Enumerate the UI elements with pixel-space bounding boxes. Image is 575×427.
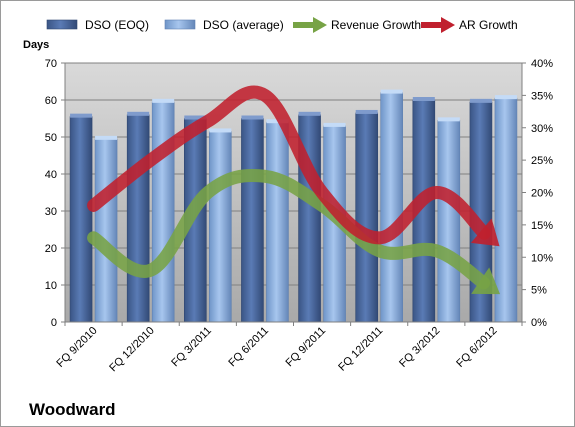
left-axis-title: Days <box>23 39 49 51</box>
bar-dso-average <box>94 138 118 323</box>
right-tick-label: 5% <box>531 285 547 297</box>
growth-lines <box>87 85 501 295</box>
x-tick-label: FQ 6/2011 <box>226 325 271 370</box>
bar-top-cap <box>70 113 93 118</box>
right-tick-label: 30% <box>531 123 553 135</box>
left-tick-label: 0 <box>51 317 57 329</box>
legend-label: DSO (EOQ) <box>85 18 149 32</box>
x-tick-label: FQ 3/2011 <box>169 325 214 370</box>
x-tick-label: FQ 12/2011 <box>336 325 385 374</box>
left-tick-label: 10 <box>45 280 57 292</box>
bar-top-cap <box>494 95 517 100</box>
bar-dso-eoq <box>69 116 93 323</box>
bar-dso-average <box>209 131 232 323</box>
legend: DSO (EOQ) DSO (average) Revenue Growth AR G… <box>46 17 518 33</box>
x-axis-ticks: FQ 9/2010 FQ 12/2010 FQ 3/2011 FQ 6/2011 FQ … <box>54 321 523 375</box>
right-tick-label: 0% <box>531 317 547 329</box>
bar-dso-eoq <box>126 114 150 323</box>
x-tick-label: FQ 9/2011 <box>284 325 329 370</box>
bar-top-cap <box>437 117 460 122</box>
left-tick-label: 70 <box>45 58 57 70</box>
right-tick-label: 35% <box>531 90 553 102</box>
x-tick-label: FQ 6/2012 <box>454 325 499 370</box>
bar-top-cap <box>184 115 207 120</box>
legend-label: DSO (average) <box>203 18 284 32</box>
bar-top-cap <box>412 97 435 101</box>
left-tick-label: 50 <box>45 132 57 144</box>
bar-top-cap <box>323 122 346 127</box>
bar-dso-eoq <box>241 118 264 323</box>
x-tick-label: FQ 12/2010 <box>107 325 157 375</box>
legend-arrowhead <box>313 17 327 33</box>
bar-dso-average <box>151 101 175 323</box>
legend-swatch <box>46 19 78 30</box>
bar-dso-average <box>266 121 289 323</box>
revenue-growth-line <box>87 168 491 290</box>
bar-dso-average <box>380 92 403 323</box>
bar-dso-average <box>437 120 461 323</box>
bar-dso-average <box>494 97 518 323</box>
revenue-growth-arrowhead <box>471 267 501 295</box>
x-tick-label: FQ 9/2010 <box>54 325 99 370</box>
legend-label: AR Growth <box>459 18 518 32</box>
bar-top-cap <box>298 111 321 116</box>
right-tick-label: 20% <box>531 188 553 200</box>
right-tick-label: 15% <box>531 220 553 232</box>
legend-label: Revenue Growth <box>331 18 421 32</box>
bar-top-cap <box>127 111 150 116</box>
company-name: Woodward <box>29 400 116 419</box>
legend-arrowhead <box>441 17 455 33</box>
bar-top-cap <box>380 89 403 94</box>
bar-top-cap <box>95 135 118 140</box>
bar-top-cap <box>355 109 378 114</box>
bar-top-cap <box>469 98 492 103</box>
x-tick-label: FQ 3/2012 <box>397 325 442 370</box>
bar-top-cap <box>152 98 175 103</box>
ar-growth-arrowhead <box>470 218 500 247</box>
left-tick-label: 20 <box>45 243 57 255</box>
right-axis-ticks: 0% 5% 10% 15% 20% 25% 30% 35% 40% <box>522 58 553 329</box>
bar-dso-eoq <box>355 112 378 323</box>
bar-top-cap <box>241 115 264 120</box>
right-tick-label: 25% <box>531 155 553 167</box>
left-axis-ticks: 0 10 20 30 40 50 60 70 <box>45 58 65 329</box>
right-tick-label: 40% <box>531 58 553 70</box>
left-tick-label: 30 <box>45 206 57 218</box>
left-tick-label: 40 <box>45 169 57 181</box>
left-tick-label: 60 <box>45 95 57 107</box>
right-tick-label: 10% <box>531 252 553 264</box>
ar-growth-line <box>87 85 491 245</box>
bar-top-cap <box>209 128 232 133</box>
legend-swatch <box>164 19 196 30</box>
